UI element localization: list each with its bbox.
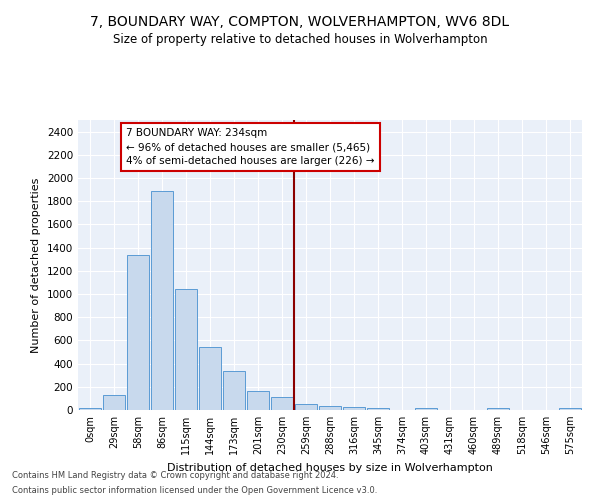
- Bar: [223, 370, 245, 410]
- Bar: [151, 191, 173, 410]
- Text: 7, BOUNDARY WAY, COMPTON, WOLVERHAMPTON, WV6 8DL: 7, BOUNDARY WAY, COMPTON, WOLVERHAMPTON,…: [91, 15, 509, 29]
- X-axis label: Distribution of detached houses by size in Wolverhampton: Distribution of detached houses by size …: [167, 462, 493, 472]
- Text: Contains HM Land Registry data © Crown copyright and database right 2024.: Contains HM Land Registry data © Crown c…: [12, 471, 338, 480]
- Text: 7 BOUNDARY WAY: 234sqm
← 96% of detached houses are smaller (5,465)
4% of semi-d: 7 BOUNDARY WAY: 234sqm ← 96% of detached…: [126, 128, 374, 166]
- Bar: [199, 348, 221, 410]
- Bar: [487, 408, 509, 410]
- Bar: [103, 395, 125, 410]
- Bar: [247, 391, 269, 410]
- Bar: [175, 290, 197, 410]
- Bar: [319, 406, 341, 410]
- Bar: [415, 408, 437, 410]
- Bar: [295, 404, 317, 410]
- Bar: [79, 408, 101, 410]
- Y-axis label: Number of detached properties: Number of detached properties: [31, 178, 41, 352]
- Bar: [367, 408, 389, 410]
- Bar: [559, 408, 581, 410]
- Text: Contains public sector information licensed under the Open Government Licence v3: Contains public sector information licen…: [12, 486, 377, 495]
- Text: Size of property relative to detached houses in Wolverhampton: Size of property relative to detached ho…: [113, 32, 487, 46]
- Bar: [271, 397, 293, 410]
- Bar: [127, 254, 149, 410]
- Bar: [343, 406, 365, 410]
